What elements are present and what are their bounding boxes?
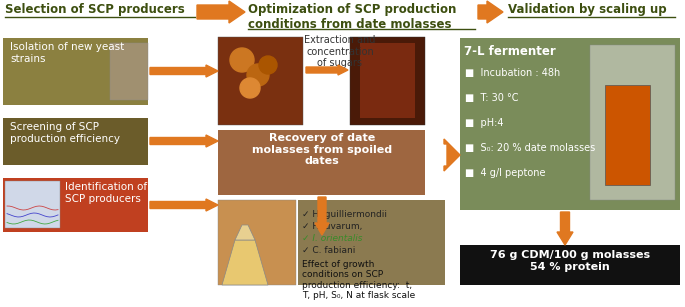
Text: ✓ H. uvarum,: ✓ H. uvarum, — [302, 222, 362, 231]
FancyBboxPatch shape — [460, 38, 680, 210]
Circle shape — [230, 48, 254, 72]
Text: ✓ C. fabiani: ✓ C. fabiani — [302, 246, 356, 255]
FancyArrow shape — [150, 199, 218, 211]
Circle shape — [259, 56, 277, 74]
Text: ■  pH:4: ■ pH:4 — [465, 118, 503, 128]
Circle shape — [247, 64, 269, 86]
Text: ■  4 g/l peptone: ■ 4 g/l peptone — [465, 168, 545, 178]
Text: Identification of 4 top
SCP producers: Identification of 4 top SCP producers — [65, 182, 177, 204]
Text: 7-L fermenter: 7-L fermenter — [464, 45, 556, 58]
Text: Selection of SCP producers: Selection of SCP producers — [5, 3, 185, 16]
Text: ✓ I. orientalis: ✓ I. orientalis — [302, 234, 362, 243]
FancyBboxPatch shape — [3, 118, 148, 165]
FancyBboxPatch shape — [350, 37, 425, 125]
FancyBboxPatch shape — [218, 130, 425, 195]
Polygon shape — [222, 240, 268, 285]
FancyArrow shape — [557, 212, 573, 245]
Text: Isolation of new yeast
strains: Isolation of new yeast strains — [10, 42, 124, 64]
FancyBboxPatch shape — [3, 38, 148, 105]
Text: ■  S₀: 20 % date molasses: ■ S₀: 20 % date molasses — [465, 143, 595, 153]
FancyBboxPatch shape — [590, 45, 675, 200]
Text: Effect of growth
conditions on SCP
production efficiency:  t,
T, pH, S₀, N at fl: Effect of growth conditions on SCP produ… — [302, 260, 415, 300]
FancyBboxPatch shape — [3, 178, 148, 232]
FancyArrow shape — [444, 139, 460, 171]
Circle shape — [240, 78, 260, 98]
FancyBboxPatch shape — [5, 181, 60, 228]
FancyArrow shape — [150, 135, 218, 147]
FancyBboxPatch shape — [605, 85, 650, 185]
FancyBboxPatch shape — [110, 43, 148, 100]
FancyBboxPatch shape — [360, 43, 415, 118]
Text: Screening of SCP
production efficiency: Screening of SCP production efficiency — [10, 122, 120, 144]
Text: 76 g CDM/100 g molasses
54 % protein: 76 g CDM/100 g molasses 54 % protein — [490, 250, 650, 272]
FancyArrow shape — [306, 65, 348, 75]
Text: ■  Incubation : 48h: ■ Incubation : 48h — [465, 68, 560, 78]
Text: Optimization of SCP production
conditions from date molasses: Optimization of SCP production condition… — [248, 3, 456, 31]
FancyBboxPatch shape — [218, 200, 296, 285]
FancyBboxPatch shape — [298, 200, 445, 285]
FancyArrow shape — [315, 197, 329, 235]
Text: Validation by scaling up: Validation by scaling up — [508, 3, 667, 16]
Text: Extraction and
concentration
of sugars: Extraction and concentration of sugars — [304, 35, 375, 68]
Polygon shape — [235, 225, 255, 240]
Text: ■  T: 30 °C: ■ T: 30 °C — [465, 93, 519, 103]
FancyArrow shape — [150, 65, 218, 77]
Text: Recovery of date
molasses from spoiled
dates: Recovery of date molasses from spoiled d… — [252, 133, 392, 166]
Text: ✓ H. guilliermondii: ✓ H. guilliermondii — [302, 210, 387, 219]
FancyArrow shape — [197, 1, 245, 23]
FancyBboxPatch shape — [460, 245, 680, 285]
FancyBboxPatch shape — [218, 37, 303, 125]
FancyArrow shape — [478, 1, 503, 23]
